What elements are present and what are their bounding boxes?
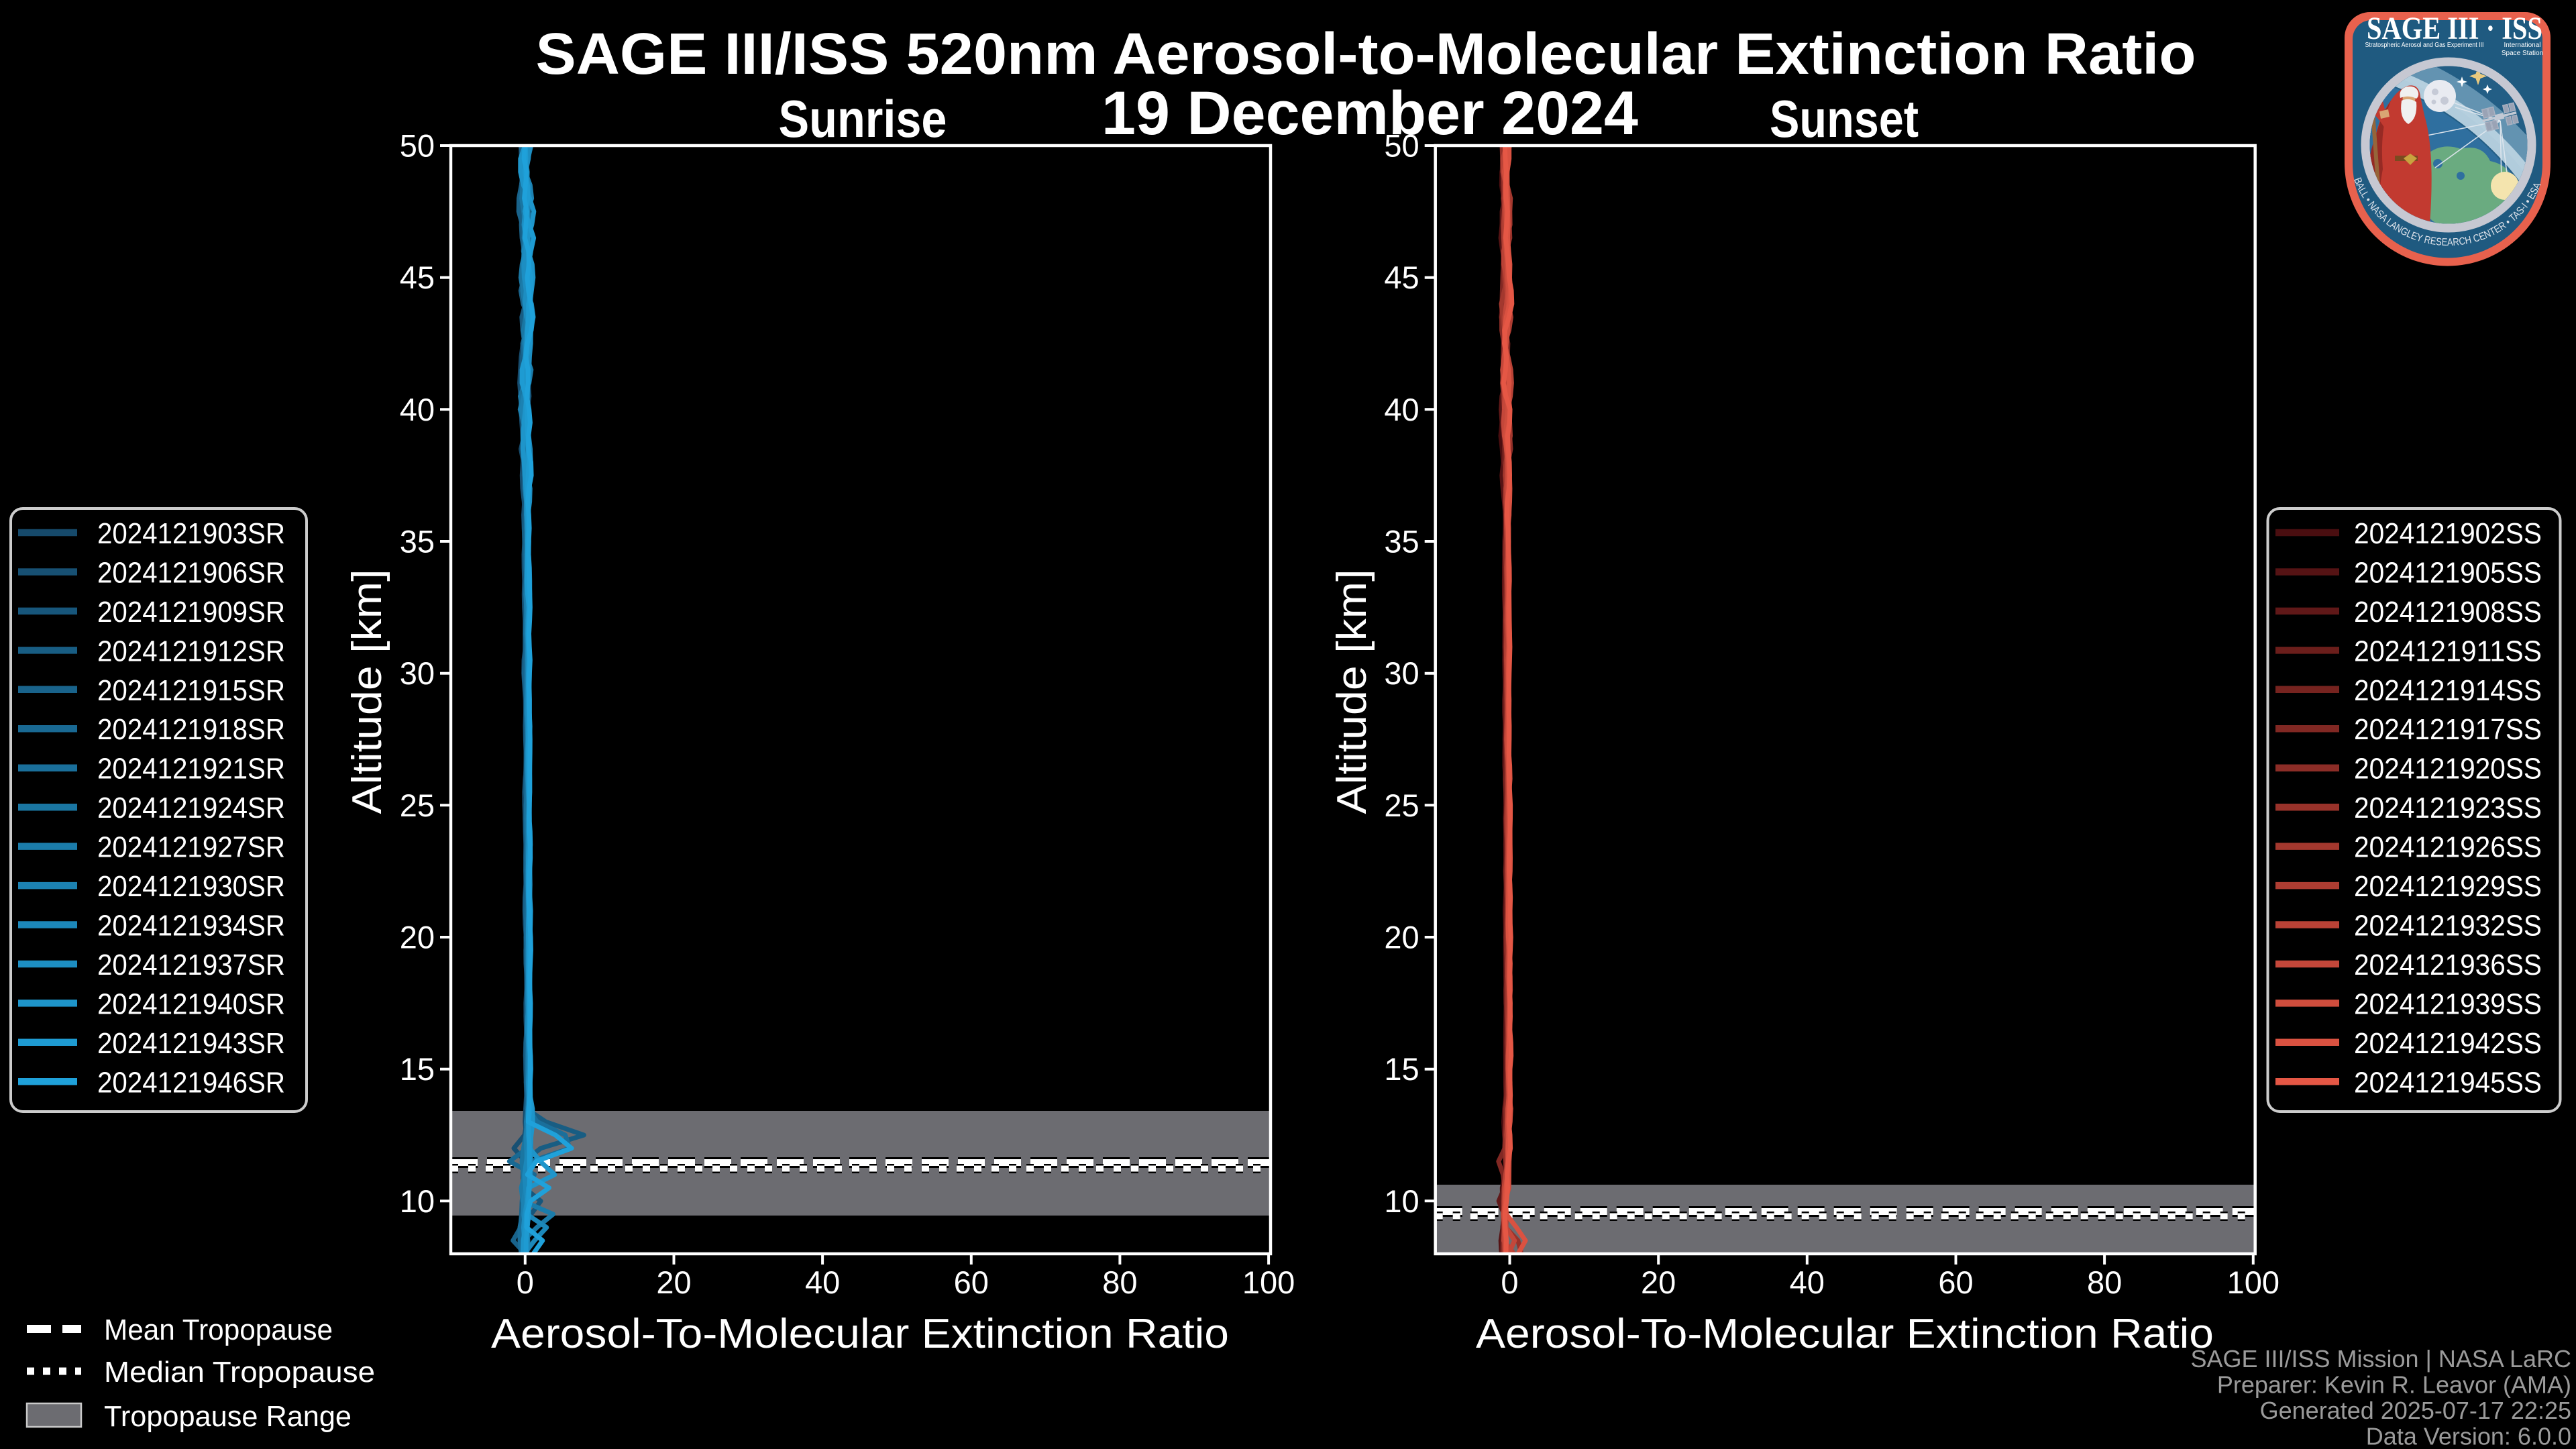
svg-text:International: International [2504,42,2540,49]
svg-text:2024121917SS: 2024121917SS [2354,713,2542,746]
svg-text:Stratospheric Aerosol and Gas: Stratospheric Aerosol and Gas Experiment… [2365,42,2484,49]
svg-text:2024121906SR: 2024121906SR [97,557,285,590]
svg-text:15: 15 [400,1051,435,1087]
svg-text:60: 60 [1938,1265,1973,1300]
svg-text:0: 0 [1501,1265,1518,1300]
svg-text:20: 20 [1384,920,1419,955]
svg-text:80: 80 [2087,1265,2122,1300]
svg-text:50: 50 [1384,128,1419,164]
svg-text:2024121927SR: 2024121927SR [97,831,285,864]
svg-text:20: 20 [400,920,435,955]
svg-text:Aerosol-To-Molecular Extinctio: Aerosol-To-Molecular Extinction Ratio [1476,1311,2214,1357]
svg-text:2024121939SS: 2024121939SS [2354,987,2542,1020]
svg-text:Aerosol-To-Molecular Extinctio: Aerosol-To-Molecular Extinction Ratio [491,1311,1229,1357]
svg-text:2024121942SS: 2024121942SS [2354,1027,2542,1060]
svg-text:2024121908SS: 2024121908SS [2354,596,2542,629]
svg-text:2024121918SR: 2024121918SR [97,713,285,746]
svg-text:2024121946SR: 2024121946SR [97,1066,285,1099]
svg-text:2024121903SR: 2024121903SR [97,517,285,550]
svg-text:2024121936SS: 2024121936SS [2354,949,2542,981]
svg-text:2024121911SS: 2024121911SS [2354,635,2542,667]
svg-text:45: 45 [400,260,435,295]
svg-text:2024121945SS: 2024121945SS [2354,1066,2542,1099]
svg-text:10: 10 [1384,1183,1419,1219]
svg-text:45: 45 [1384,260,1419,295]
svg-text:Space Station: Space Station [2502,50,2543,57]
svg-text:40: 40 [400,392,435,427]
svg-text:2024121915SR: 2024121915SR [97,674,285,707]
svg-text:2024121921SR: 2024121921SR [97,753,285,786]
svg-text:30: 30 [1384,655,1419,691]
svg-text:25: 25 [1384,788,1419,823]
svg-text:2024121929SS: 2024121929SS [2354,870,2542,903]
svg-text:Generated 2025-07-17 22:25: Generated 2025-07-17 22:25 [2260,1397,2571,1424]
svg-text:Mean Tropopause: Mean Tropopause [104,1313,333,1346]
svg-text:2024121937SR: 2024121937SR [97,949,285,981]
svg-text:Sunset: Sunset [1770,89,1919,148]
svg-text:2024121930SR: 2024121930SR [97,870,285,903]
svg-text:25: 25 [400,788,435,823]
svg-text:2024121905SS: 2024121905SS [2354,557,2542,590]
svg-text:35: 35 [1384,524,1419,559]
svg-text:19 December 2024: 19 December 2024 [1102,79,1638,148]
svg-text:2024121909SR: 2024121909SR [97,596,285,629]
svg-text:Sunrise: Sunrise [779,89,947,148]
svg-text:SAGE III · ISS: SAGE III · ISS [2367,11,2542,46]
svg-text:0: 0 [517,1265,534,1300]
svg-text:Altitude [km]: Altitude [km] [344,570,390,814]
svg-text:10: 10 [400,1183,435,1219]
svg-text:2024121914SS: 2024121914SS [2354,674,2542,707]
svg-text:20: 20 [1641,1265,1676,1300]
svg-text:Median Tropopause: Median Tropopause [104,1356,375,1389]
svg-text:SAGE III/ISS 520nm Aerosol-to-: SAGE III/ISS 520nm Aerosol-to-Molecular … [536,21,2196,87]
svg-text:2024121912SR: 2024121912SR [97,635,285,667]
svg-text:40: 40 [805,1265,840,1300]
svg-text:2024121943SR: 2024121943SR [97,1027,285,1060]
svg-text:15: 15 [1384,1051,1419,1087]
svg-text:30: 30 [400,655,435,691]
svg-text:80: 80 [1102,1265,1137,1300]
svg-text:2024121902SS: 2024121902SS [2354,517,2542,550]
svg-text:Tropopause Range: Tropopause Range [104,1400,352,1433]
svg-text:50: 50 [400,128,435,164]
svg-text:Altitude [km]: Altitude [km] [1329,570,1375,814]
svg-text:2024121926SS: 2024121926SS [2354,831,2542,864]
svg-text:Preparer: Kevin R. Leavor (AMA: Preparer: Kevin R. Leavor (AMA) [2217,1371,2571,1399]
svg-text:SAGE III/ISS Mission | NASA La: SAGE III/ISS Mission | NASA LaRC [2190,1345,2571,1373]
svg-text:2024121934SR: 2024121934SR [97,910,285,943]
svg-text:Data Version: 6.0.0: Data Version: 6.0.0 [2366,1423,2571,1449]
svg-text:2024121932SS: 2024121932SS [2354,910,2542,943]
svg-text:2024121940SR: 2024121940SR [97,987,285,1020]
svg-text:40: 40 [1384,392,1419,427]
svg-text:60: 60 [954,1265,989,1300]
svg-text:2024121920SS: 2024121920SS [2354,753,2542,786]
svg-text:40: 40 [1790,1265,1825,1300]
svg-text:100: 100 [1242,1265,1295,1300]
svg-text:2024121923SS: 2024121923SS [2354,792,2542,824]
svg-text:2024121924SR: 2024121924SR [97,792,285,824]
svg-text:20: 20 [656,1265,691,1300]
svg-text:35: 35 [400,524,435,559]
svg-text:100: 100 [2227,1265,2279,1300]
